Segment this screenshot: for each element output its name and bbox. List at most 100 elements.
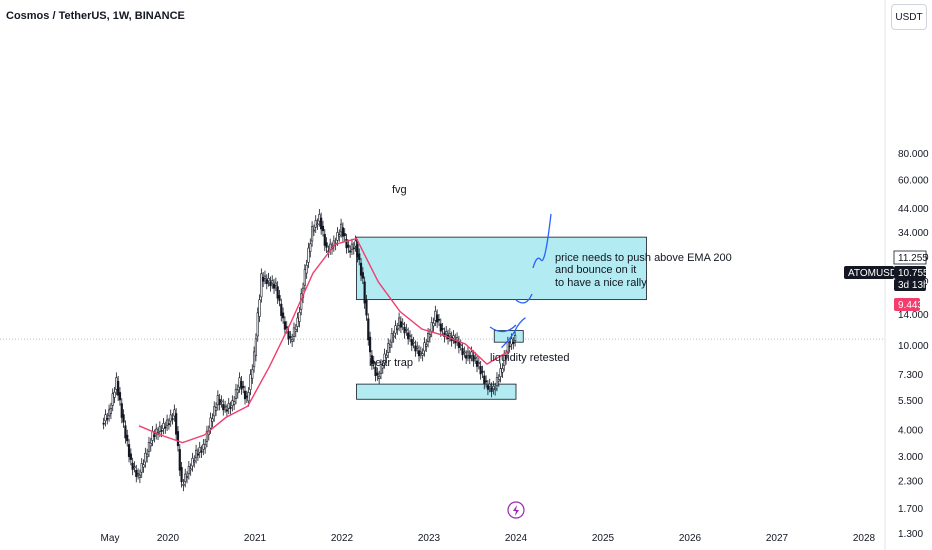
x-tick-label: 2028 [853, 533, 876, 544]
candle-body [378, 375, 381, 379]
x-tick-label: 2026 [679, 533, 702, 544]
candle-body [225, 409, 229, 412]
candle-body [403, 326, 406, 334]
candle-body [437, 319, 441, 321]
candle-body [325, 242, 328, 248]
candle-body [417, 350, 421, 357]
candle-body [399, 321, 403, 328]
candle-body [146, 453, 149, 458]
x-tick-label: 2022 [331, 533, 354, 544]
candle-body [182, 484, 185, 486]
candle-body [387, 343, 390, 353]
candle-body [474, 357, 477, 359]
countdown-tag-bg [894, 279, 926, 291]
candle-body [144, 452, 147, 463]
candle-body [479, 366, 482, 375]
candle-body [329, 243, 332, 250]
candle-body [338, 234, 341, 237]
note-line-1: price needs to push above EMA 200 [555, 252, 732, 264]
x-tick-label: 2020 [157, 533, 180, 544]
note-line-3: to have a nice rally [555, 277, 647, 289]
symbol-tag-bg [844, 266, 894, 279]
candle-body [341, 227, 345, 237]
last-price-tag-bg [894, 266, 926, 279]
candle-body [401, 323, 404, 325]
x-tick-label: 2023 [418, 533, 441, 544]
candle-body [249, 374, 252, 390]
candle-body [113, 391, 116, 398]
candle-body [488, 383, 491, 387]
candle-body [149, 442, 152, 447]
candle-body [368, 336, 372, 353]
y-tick-label: 80.000 [898, 149, 929, 160]
x-tick-label: 2024 [505, 533, 528, 544]
candle-body [153, 434, 156, 437]
candle-body [316, 223, 319, 226]
candle-body [276, 286, 279, 299]
countdown-tag: 3d 13h [898, 280, 929, 291]
y-tick-label: 60.000 [898, 176, 929, 187]
candle-body [407, 332, 410, 340]
candle-body [173, 409, 176, 417]
candle-body [256, 312, 259, 337]
candle-body [494, 387, 497, 391]
candle-body [117, 381, 120, 396]
candle-body [236, 389, 239, 394]
y-tick-label: 1.300 [898, 529, 923, 540]
candle-body [292, 327, 296, 337]
candle-body [374, 366, 377, 377]
candle-body [283, 321, 287, 330]
candle-body [363, 281, 366, 304]
candle-body [367, 318, 370, 341]
high-price-tag-border [893, 250, 927, 265]
candle-body [425, 344, 428, 347]
y-tick-label: 7.300 [898, 370, 923, 381]
candle-body [196, 453, 200, 456]
candle-body [310, 226, 314, 242]
candle-body [307, 247, 310, 263]
candle-body [104, 414, 107, 422]
candle-body [459, 344, 462, 347]
candle-body [504, 354, 508, 360]
candle-body [486, 385, 490, 390]
candle-body [513, 335, 517, 342]
candle-body [258, 299, 261, 317]
candle-body [171, 418, 174, 420]
x-tick-label: 2021 [244, 533, 267, 544]
candle-body [475, 360, 479, 367]
candle-body [189, 468, 192, 471]
candle-body [392, 335, 395, 338]
candle-body [492, 385, 495, 390]
liquidity-label: liquidity retested [490, 352, 570, 364]
candle-body [347, 244, 350, 248]
candle-body [260, 273, 263, 298]
candle-body [483, 375, 486, 384]
candle-body [155, 428, 158, 435]
candle-body [318, 214, 321, 222]
candle-body [461, 348, 464, 356]
candle-body [468, 355, 471, 359]
currency-button[interactable]: USDT [891, 4, 927, 30]
candle-body [178, 449, 181, 471]
candle-body [204, 443, 207, 449]
y-tick-label: 4.000 [898, 425, 923, 436]
candle-body [291, 338, 294, 342]
candle-body [472, 355, 475, 362]
candle-body [263, 275, 267, 279]
candle-body [452, 335, 455, 339]
candle-body [176, 431, 180, 447]
candle-body [445, 331, 448, 335]
high-price-tag: 11.255 [898, 253, 928, 264]
candle-body [320, 217, 323, 230]
y-tick-label: 10.000 [898, 341, 929, 352]
candle-body [216, 395, 219, 406]
candle-body [162, 423, 165, 429]
candle-body [356, 244, 359, 257]
candle-body [200, 450, 203, 453]
candle-body [448, 333, 451, 337]
candle-body [142, 464, 145, 468]
y-tick-label: 44.000 [898, 204, 929, 215]
candle-body [109, 407, 113, 414]
candle-body [106, 418, 109, 420]
